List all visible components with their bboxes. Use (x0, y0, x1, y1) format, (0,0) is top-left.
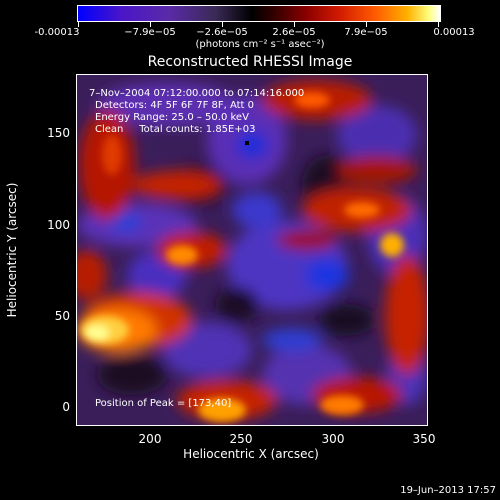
chart-title: Reconstructed RHESSI Image (147, 54, 353, 70)
x-tick-label: 200 (138, 432, 162, 446)
colorbar-tick (150, 22, 151, 27)
colorbar-label: −2.6e−05 (196, 27, 248, 38)
x-axis-label: Heliocentric X (arcsec) (183, 447, 319, 461)
heatmap-plot: 7–Nov–2004 07:12:00.000 to 07:14:16.000 … (76, 74, 428, 426)
colorbar-units: (photons cm⁻² s⁻¹ asec⁻²) (195, 39, 325, 50)
colorbar-tick (294, 22, 295, 27)
x-tick-label: 300 (321, 432, 345, 446)
heatmap-image (77, 75, 427, 425)
y-tick-label: 150 (47, 126, 70, 140)
y-axis-label: Heliocentric Y (arcsec) (5, 182, 19, 318)
heatmap-bright-spots (81, 92, 404, 422)
colorbar-label: 2.6e−05 (272, 27, 316, 38)
y-tick-label: 100 (47, 218, 70, 232)
annotation-time: 7–Nov–2004 07:12:00.000 to 07:14:16.000 (89, 88, 305, 99)
annotation-peak-position: Position of Peak = [173,40] (95, 398, 232, 409)
colorbar-tick (438, 22, 439, 27)
colorbar-tick (222, 22, 223, 27)
colorbar-label: 7.9e−05 (344, 27, 388, 38)
annotation-detectors: Detectors: 4F 5F 6F 7F 8F, Att 0 (95, 100, 255, 111)
x-tick-label: 350 (412, 432, 436, 446)
y-tick-label: 50 (54, 309, 70, 323)
x-tick-label: 250 (229, 432, 253, 446)
timestamp: 19–Jun–2013 17:57 (400, 485, 496, 496)
colorbar-tick (366, 22, 367, 27)
heatmap-field (77, 80, 427, 420)
annotation-energy: Energy Range: 25.0 – 50.0 keV (95, 112, 249, 123)
colorbar-label: 0.00013 (433, 27, 475, 38)
colorbar (77, 5, 441, 22)
colorbar-tick (78, 22, 79, 27)
colorbar-label: −7.9e−05 (124, 27, 176, 38)
peak-marker (245, 141, 249, 145)
colorbar-label: -0.00013 (34, 27, 80, 38)
y-tick-label: 0 (62, 400, 70, 414)
annotation-clean: Clean Total counts: 1.85E+03 (95, 124, 256, 135)
